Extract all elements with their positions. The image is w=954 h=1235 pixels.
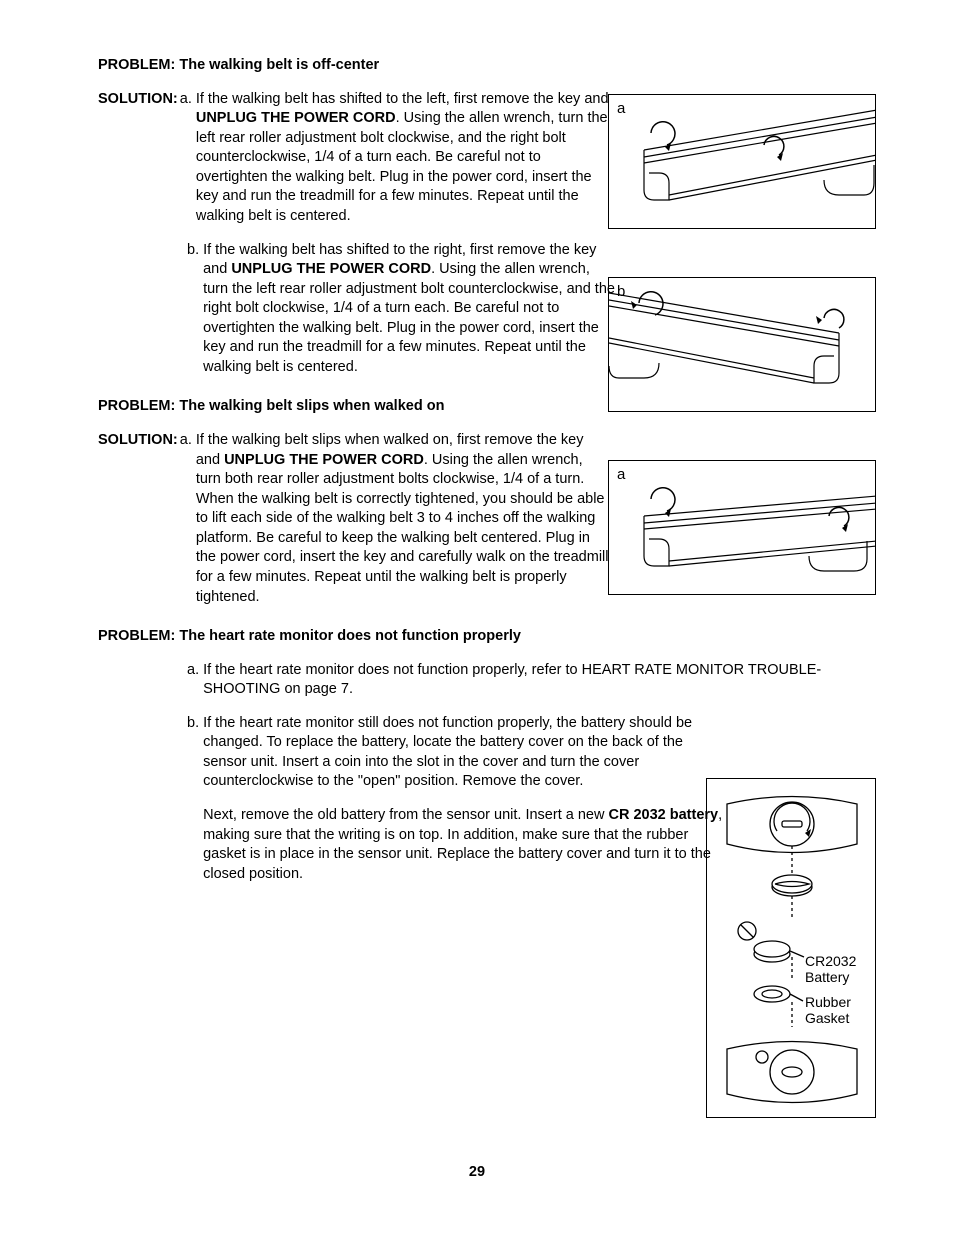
problem1-heading: PROBLEM: The walking belt is off-center (98, 56, 876, 76)
battery-label-1: CR2032 (805, 953, 857, 969)
problem3-item-a: a. If the heart rate monitor does not fu… (98, 661, 876, 700)
battery-diagram-icon: CR2032 Battery Rubber Gasket (707, 779, 877, 1119)
solution-text: If the walking belt slips when walked on… (196, 431, 611, 607)
solution-label: SOLUTION: (98, 90, 178, 110)
treadmill-diagram-icon (609, 95, 876, 229)
text: If the heart rate monitor still does not… (203, 714, 723, 792)
item-letter-a: a. (185, 661, 203, 700)
item-letter-a: a. (178, 431, 196, 451)
treadmill-diagram-icon (609, 461, 876, 595)
page-container: PROBLEM: The walking belt is off-center … (0, 0, 954, 1235)
text-post: . Using the allen wrench, turn the left … (203, 261, 615, 375)
solution-text: If the heart rate monitor still does not… (203, 714, 723, 885)
item-letter-b: b. (185, 241, 203, 378)
figure-label: a (617, 465, 625, 485)
figure-a1: a (608, 94, 876, 229)
text-post: . Using the allen wrench, turn both rear… (196, 452, 609, 605)
text-bold: UNPLUG THE POWER CORD (196, 110, 396, 126)
right-figures: a b (608, 94, 876, 643)
text-pre: If the walking belt has shifted to the l… (196, 91, 609, 107)
solution-label: SOLUTION: (98, 431, 178, 451)
figure-label: a (617, 99, 625, 119)
text-pre: Next, remove the old battery from the se… (203, 807, 608, 823)
text-post: . Using the allen wrench, turn the left … (196, 110, 608, 224)
svg-text:Gasket: Gasket (805, 1010, 849, 1026)
treadmill-diagram-icon (609, 278, 876, 412)
text: If the heart rate monitor does not funct… (203, 662, 821, 698)
text-bold: UNPLUG THE POWER CORD (231, 261, 431, 277)
solution-text: If the heart rate monitor does not funct… (203, 661, 876, 700)
battery-label-2: Rubber (805, 994, 851, 1010)
svg-text:Battery: Battery (805, 969, 849, 985)
text-bold: UNPLUG THE POWER CORD (224, 452, 424, 468)
figure-label: b (617, 282, 625, 302)
text-bold: CR 2032 battery (608, 807, 718, 823)
text-para2: Next, remove the old battery from the se… (203, 806, 723, 884)
solution-text: If the walking belt has shifted to the l… (196, 90, 611, 227)
page-number: 29 (0, 1163, 954, 1183)
figure-b: b (608, 277, 876, 412)
item-letter-b: b. (185, 714, 203, 885)
solution-text: If the walking belt has shifted to the r… (203, 241, 618, 378)
item-letter-a: a. (178, 90, 196, 110)
figure-a2: a (608, 460, 876, 595)
figure-battery: CR2032 Battery Rubber Gasket (706, 778, 876, 1118)
